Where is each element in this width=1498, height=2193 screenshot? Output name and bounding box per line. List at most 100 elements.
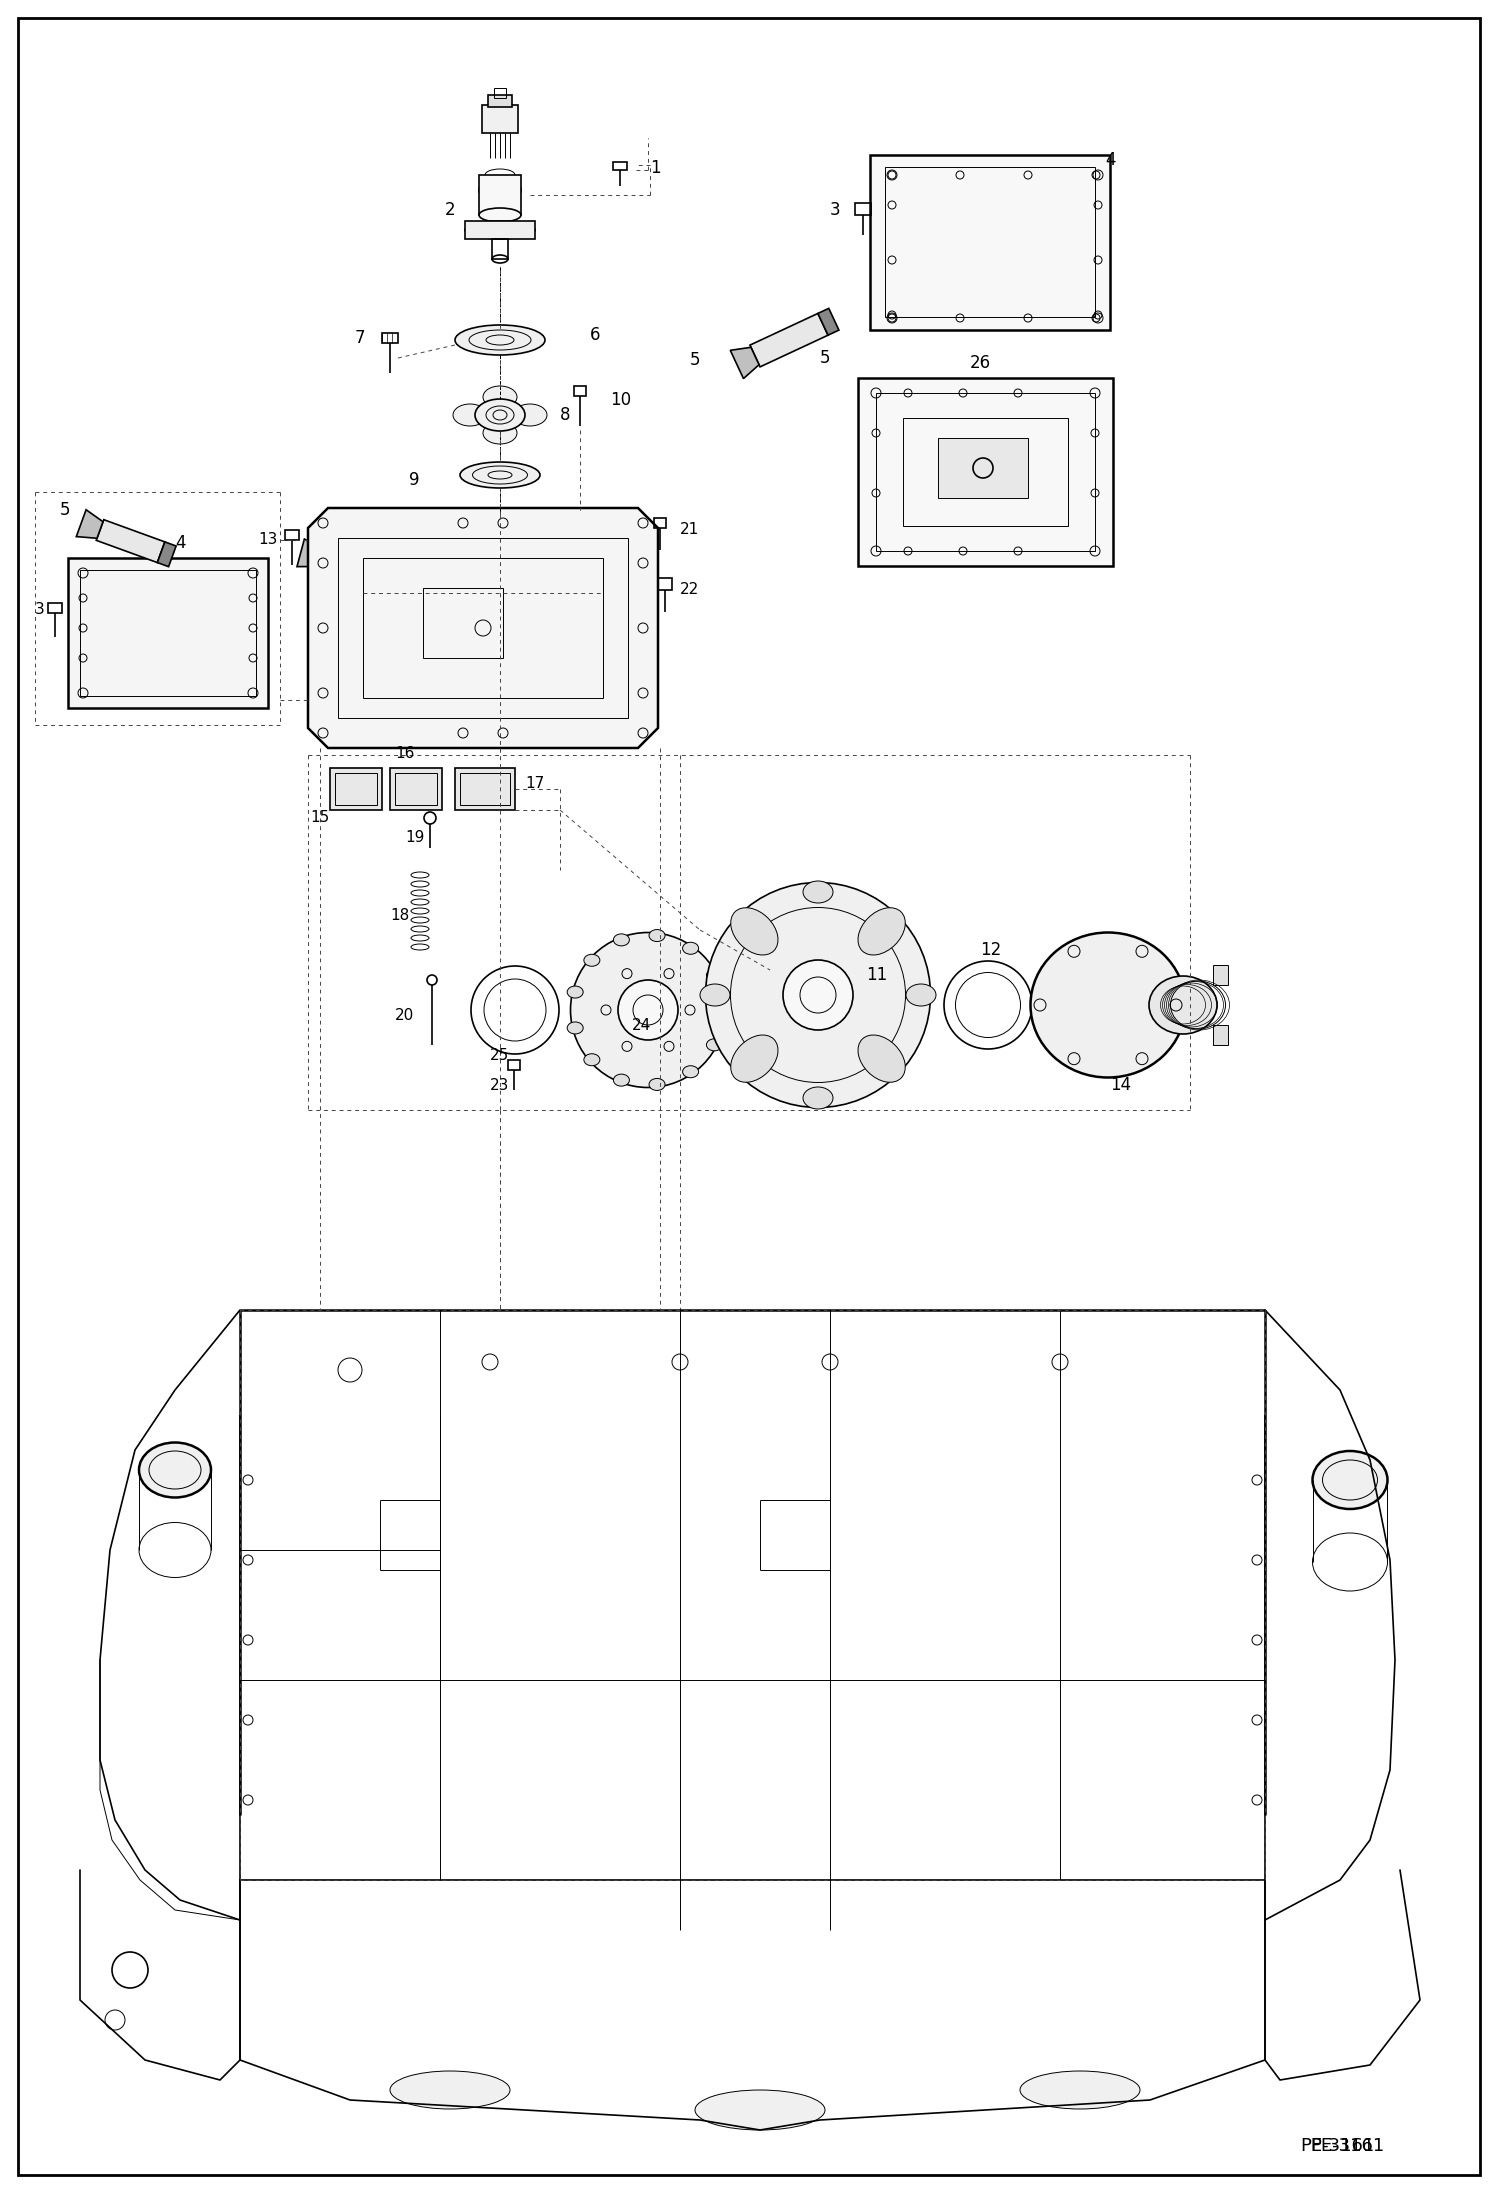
Bar: [339, 537, 628, 717]
Bar: [870, 156, 1110, 329]
Text: 20: 20: [395, 1007, 415, 1022]
Ellipse shape: [482, 421, 517, 443]
Text: 26: 26: [971, 353, 992, 373]
Polygon shape: [96, 520, 165, 564]
Text: 8: 8: [560, 406, 571, 423]
Bar: [876, 393, 1095, 550]
Bar: [330, 768, 382, 809]
Bar: [1213, 1024, 1228, 1046]
Text: 18: 18: [389, 908, 409, 923]
Ellipse shape: [649, 1079, 665, 1090]
Ellipse shape: [1020, 2070, 1140, 2110]
Text: 19: 19: [404, 831, 424, 846]
Bar: [855, 204, 870, 215]
Ellipse shape: [906, 985, 936, 1007]
Ellipse shape: [1031, 932, 1185, 1077]
Ellipse shape: [613, 934, 629, 945]
Ellipse shape: [452, 404, 487, 425]
Bar: [285, 531, 300, 539]
Ellipse shape: [460, 463, 539, 489]
Text: 25: 25: [490, 1048, 509, 1061]
Ellipse shape: [803, 1088, 833, 1110]
Text: 17: 17: [524, 776, 544, 789]
Text: 10: 10: [610, 390, 631, 410]
Text: 13: 13: [258, 533, 277, 548]
Text: 5: 5: [691, 351, 701, 368]
Ellipse shape: [568, 987, 583, 998]
Text: 4: 4: [1106, 151, 1116, 169]
Ellipse shape: [584, 1053, 599, 1066]
Text: 21: 21: [680, 522, 700, 537]
Text: 2: 2: [445, 202, 455, 219]
Text: 3: 3: [34, 603, 45, 618]
Ellipse shape: [683, 1066, 698, 1077]
Polygon shape: [750, 314, 828, 366]
Bar: [363, 557, 604, 697]
Ellipse shape: [707, 1039, 722, 1050]
Text: 6: 6: [590, 327, 601, 344]
Ellipse shape: [649, 930, 665, 941]
Ellipse shape: [803, 882, 833, 904]
Ellipse shape: [139, 1443, 211, 1498]
Bar: [482, 105, 518, 134]
Text: 5: 5: [60, 500, 70, 520]
Ellipse shape: [619, 980, 679, 1039]
Ellipse shape: [389, 2070, 509, 2110]
Text: 16: 16: [395, 746, 415, 761]
Text: 23: 23: [490, 1077, 509, 1092]
Ellipse shape: [715, 1004, 731, 1015]
Bar: [395, 772, 437, 805]
Bar: [491, 239, 508, 259]
Bar: [1213, 965, 1228, 985]
Text: 22: 22: [680, 583, 700, 596]
Ellipse shape: [464, 221, 535, 239]
Polygon shape: [297, 539, 322, 566]
Ellipse shape: [475, 399, 524, 432]
Polygon shape: [309, 509, 658, 748]
Bar: [655, 518, 667, 529]
Bar: [858, 377, 1113, 566]
Bar: [903, 419, 1068, 526]
Polygon shape: [157, 542, 177, 566]
Ellipse shape: [512, 404, 547, 425]
Ellipse shape: [571, 932, 725, 1088]
Bar: [488, 94, 512, 107]
Bar: [613, 162, 628, 171]
Ellipse shape: [858, 908, 905, 954]
Text: 3: 3: [830, 202, 840, 219]
Ellipse shape: [683, 943, 698, 954]
Polygon shape: [731, 346, 759, 379]
Bar: [48, 603, 61, 614]
Bar: [938, 439, 1028, 498]
Bar: [382, 333, 398, 342]
Bar: [574, 386, 586, 397]
Text: PE-3161: PE-3161: [1309, 2136, 1384, 2156]
Ellipse shape: [584, 954, 599, 967]
Text: 5: 5: [819, 349, 830, 366]
Text: 14: 14: [1110, 1077, 1131, 1094]
Bar: [479, 175, 521, 215]
Bar: [336, 772, 377, 805]
Text: PE-3161: PE-3161: [1300, 2136, 1374, 2156]
Bar: [79, 570, 256, 695]
Bar: [658, 579, 673, 590]
Bar: [460, 772, 509, 805]
Text: 11: 11: [866, 965, 887, 985]
Polygon shape: [76, 509, 103, 537]
Text: 7: 7: [355, 329, 366, 346]
Ellipse shape: [568, 1022, 583, 1033]
Ellipse shape: [731, 1035, 777, 1083]
Ellipse shape: [707, 969, 722, 980]
Polygon shape: [818, 309, 839, 336]
Ellipse shape: [479, 175, 521, 204]
Ellipse shape: [482, 386, 517, 408]
Bar: [464, 221, 535, 239]
Bar: [885, 167, 1095, 318]
Bar: [455, 768, 515, 809]
Polygon shape: [385, 566, 401, 590]
Ellipse shape: [1312, 1452, 1387, 1509]
Ellipse shape: [731, 908, 777, 954]
Ellipse shape: [455, 325, 545, 355]
Text: 4: 4: [175, 535, 186, 553]
Ellipse shape: [695, 2090, 825, 2129]
